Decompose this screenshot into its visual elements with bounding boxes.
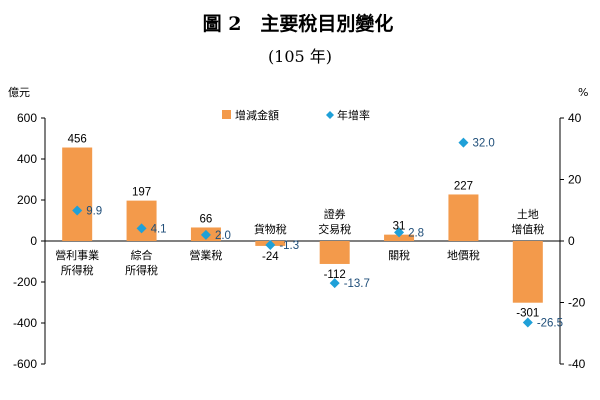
bar-value-label: 456 xyxy=(68,134,87,146)
bar xyxy=(319,241,350,264)
legend-marker-swatch xyxy=(326,111,334,119)
growth-marker xyxy=(265,239,276,250)
growth-value-label: -13.7 xyxy=(344,278,370,290)
growth-marker xyxy=(200,229,211,240)
right-axis-unit: % xyxy=(578,86,588,99)
category-label: 土地 xyxy=(517,208,539,221)
right-axis-tick-label: 40 xyxy=(568,111,582,125)
chart-subtitle: (105 年) xyxy=(268,47,332,66)
bar xyxy=(512,241,543,303)
category-label: 地價稅 xyxy=(447,248,480,262)
growth-value-label: -26.5 xyxy=(537,317,563,329)
right-axis-tick-label: 0 xyxy=(568,234,575,248)
legend: 增減金額 年增率 xyxy=(222,108,370,122)
right-axis-tick-label: -20 xyxy=(568,296,586,310)
left-axis-tick-label: 600 xyxy=(17,111,37,125)
growth-value-label: -1.3 xyxy=(279,240,299,252)
legend-marker-label: 年增率 xyxy=(337,108,370,122)
growth-value-label: 2.0 xyxy=(215,230,231,242)
growth-marker xyxy=(522,317,533,328)
bar-value-label: 31 xyxy=(393,221,406,233)
growth-marker xyxy=(458,137,469,148)
category-label: 證券 xyxy=(324,207,346,221)
left-axis-tick-label: -600 xyxy=(13,357,37,371)
category-label: 所得稅 xyxy=(61,264,94,277)
left-axis-tick-label: 400 xyxy=(17,152,37,166)
growth-marker xyxy=(329,278,340,289)
bar-value-label: 66 xyxy=(200,213,213,225)
bar xyxy=(448,194,479,241)
right-axis-tick-label: -40 xyxy=(568,357,586,371)
bar xyxy=(62,147,93,241)
marker-series xyxy=(72,137,533,328)
data-labels: 456 9.9 197 4.1 662.0 -24-1.3 -112-13.7 312.8 22… xyxy=(68,134,563,330)
growth-marker xyxy=(72,205,83,216)
left-axis-unit: 億元 xyxy=(8,86,30,99)
growth-marker xyxy=(136,223,147,234)
bar xyxy=(384,234,415,241)
category-label: 增值稅 xyxy=(511,222,544,236)
bar xyxy=(126,200,157,241)
growth-marker xyxy=(394,227,405,238)
chart-title: 圖 2 主要稅目別變化 xyxy=(203,12,394,35)
bar-value-label: 227 xyxy=(454,180,473,192)
category-label: 貨物稅 xyxy=(254,222,287,236)
legend-bar-label: 增減金額 xyxy=(235,108,279,122)
category-label: 營業稅 xyxy=(189,249,222,262)
category-label: 綜合 xyxy=(131,248,153,262)
growth-value-label: 9.9 xyxy=(86,206,102,218)
bar-value-label: -24 xyxy=(262,251,279,263)
left-axis-tick-label: -200 xyxy=(13,275,37,289)
category-label: 所得稅 xyxy=(125,264,158,277)
left-axis-tick-label: 200 xyxy=(17,193,37,207)
left-axis-tick-label: 0 xyxy=(30,234,37,248)
category-label: 關稅 xyxy=(388,249,410,262)
growth-value-label: 4.1 xyxy=(151,223,167,235)
category-label: 交易稅 xyxy=(318,222,351,236)
left-axis-tick-label: -400 xyxy=(13,316,37,330)
bar-value-label: 197 xyxy=(132,187,151,199)
bar-value-label: -112 xyxy=(324,269,346,281)
growth-value-label: 2.8 xyxy=(408,227,424,239)
bar-value-label: -301 xyxy=(516,308,539,320)
growth-value-label: 32.0 xyxy=(472,138,494,150)
right-axis-tick-label: 20 xyxy=(568,173,582,187)
bar-series xyxy=(62,147,543,303)
legend-bar-swatch xyxy=(222,110,231,119)
category-label: 營利事業 xyxy=(55,249,99,262)
